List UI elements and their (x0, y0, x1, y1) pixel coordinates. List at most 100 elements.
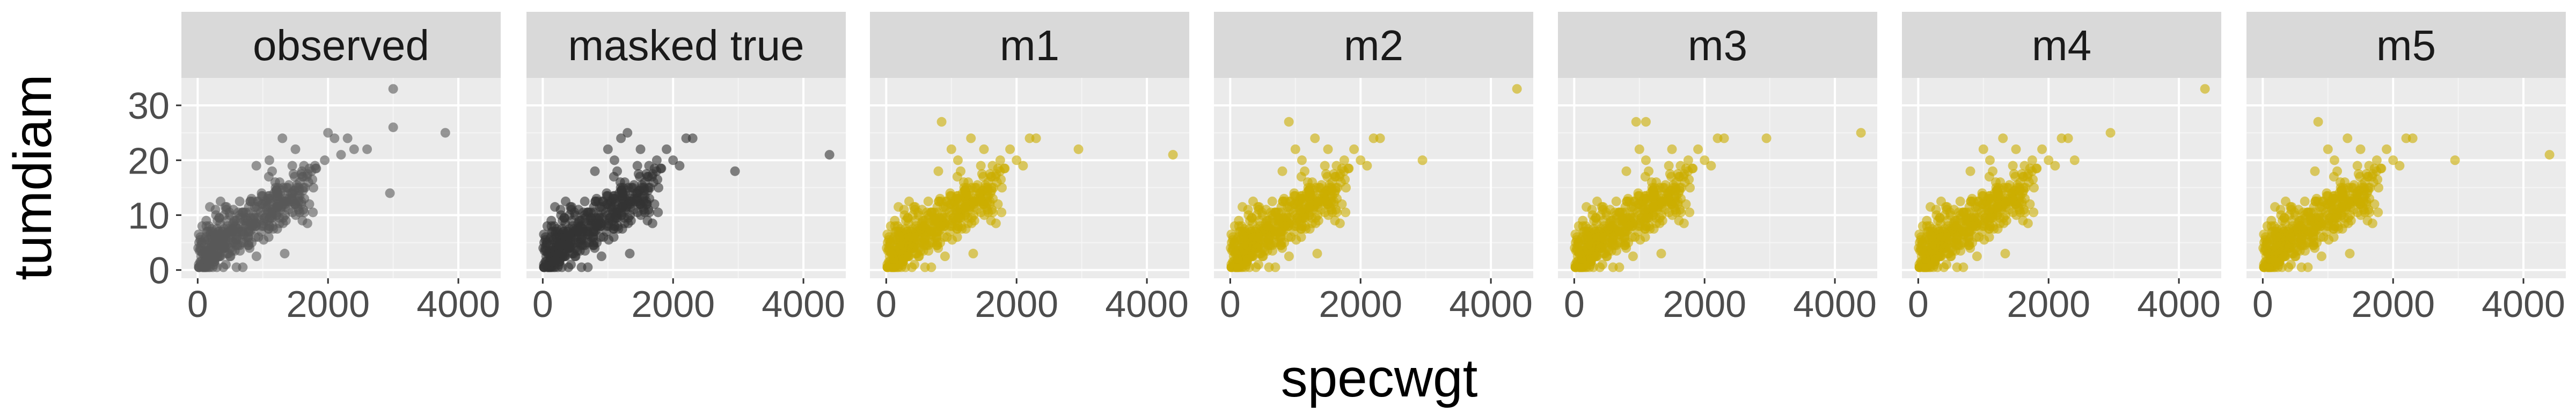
data-point (1973, 213, 1983, 223)
data-point (2044, 155, 2054, 165)
data-point (730, 166, 740, 176)
data-point (652, 166, 662, 176)
data-point (320, 155, 330, 165)
data-point (2303, 207, 2314, 218)
data-point (1631, 117, 1641, 127)
data-point (224, 207, 235, 218)
facet-strip (526, 12, 846, 78)
data-point (1952, 262, 1962, 272)
data-point (1621, 166, 1631, 176)
data-point (933, 166, 943, 176)
data-point (1615, 207, 1625, 218)
data-point (1284, 251, 1294, 262)
data-point (251, 161, 261, 171)
facet-strip-label: m3 (1688, 21, 1747, 69)
facet-strip-label: observed (253, 21, 429, 69)
data-point (947, 235, 957, 245)
data-point (1339, 166, 1349, 176)
x-tick-label: 0 (1564, 283, 1585, 325)
data-point (296, 196, 306, 206)
x-tick-label: 4000 (762, 283, 845, 325)
data-point (1673, 188, 1684, 198)
data-point (649, 199, 660, 210)
data-point (2362, 188, 2372, 198)
x-tick-label: 0 (187, 283, 208, 325)
data-point (265, 191, 275, 201)
data-point (901, 224, 911, 234)
data-point (2313, 196, 2323, 206)
data-point (890, 215, 900, 226)
data-point (1285, 213, 1295, 223)
data-point (969, 193, 979, 204)
data-point (203, 257, 213, 267)
data-point (941, 205, 952, 215)
data-point (889, 232, 899, 242)
data-point (626, 193, 636, 204)
data-point (569, 207, 580, 218)
data-point (228, 237, 238, 248)
data-point (1940, 229, 1950, 240)
data-point (1234, 215, 1244, 226)
data-point (1713, 133, 1723, 143)
data-point (2401, 133, 2411, 143)
data-point (1300, 166, 1310, 176)
data-point (566, 259, 576, 270)
data-point (2261, 245, 2271, 256)
data-point (2027, 166, 2037, 176)
data-point (1245, 224, 1255, 234)
data-point (1312, 249, 1322, 259)
data-point (1659, 183, 1670, 193)
data-point (2000, 249, 2010, 259)
data-point (251, 251, 261, 262)
facet-strip (1214, 12, 1533, 78)
data-point (2300, 196, 2310, 206)
data-point (1073, 144, 1084, 154)
data-point (2450, 155, 2460, 165)
y-tick-label: 20 (128, 140, 170, 182)
data-point (270, 177, 280, 187)
data-point (1979, 235, 1989, 245)
data-point (580, 196, 590, 206)
data-point (1264, 221, 1275, 231)
data-point (1955, 196, 1965, 206)
data-point (2017, 196, 2027, 206)
data-point (1624, 196, 1635, 206)
y-tick-label: 10 (128, 194, 170, 236)
data-point (1993, 224, 2003, 234)
data-point (2343, 133, 2353, 143)
data-point (546, 215, 557, 226)
data-point (986, 215, 996, 226)
data-point (1985, 155, 1995, 165)
data-point (1931, 210, 1942, 220)
data-point (290, 144, 301, 154)
data-point (2369, 199, 2380, 210)
data-point (2029, 207, 2039, 218)
data-point (1613, 237, 1623, 248)
data-point (541, 245, 551, 256)
data-point (635, 144, 646, 154)
data-point (909, 259, 919, 270)
data-point (1315, 183, 1326, 193)
data-point (2105, 128, 2116, 138)
data-point (2332, 166, 2343, 176)
data-point (2372, 155, 2382, 165)
data-point (2266, 232, 2276, 242)
data-point (1988, 166, 1998, 176)
data-point (1922, 215, 1932, 226)
data-point (2020, 207, 2030, 218)
data-point (940, 251, 950, 262)
data-point (1341, 207, 1351, 218)
data-point (1313, 193, 1323, 204)
data-point (539, 259, 549, 270)
data-point (1998, 133, 2008, 143)
data-point (266, 199, 276, 210)
data-point (2331, 199, 2341, 210)
data-point (1941, 259, 1951, 270)
data-point (1615, 215, 1626, 226)
data-point (1640, 224, 1650, 234)
data-point (1305, 224, 1315, 234)
data-point (267, 166, 277, 176)
data-point (1939, 243, 1949, 253)
data-point (1968, 196, 1979, 206)
